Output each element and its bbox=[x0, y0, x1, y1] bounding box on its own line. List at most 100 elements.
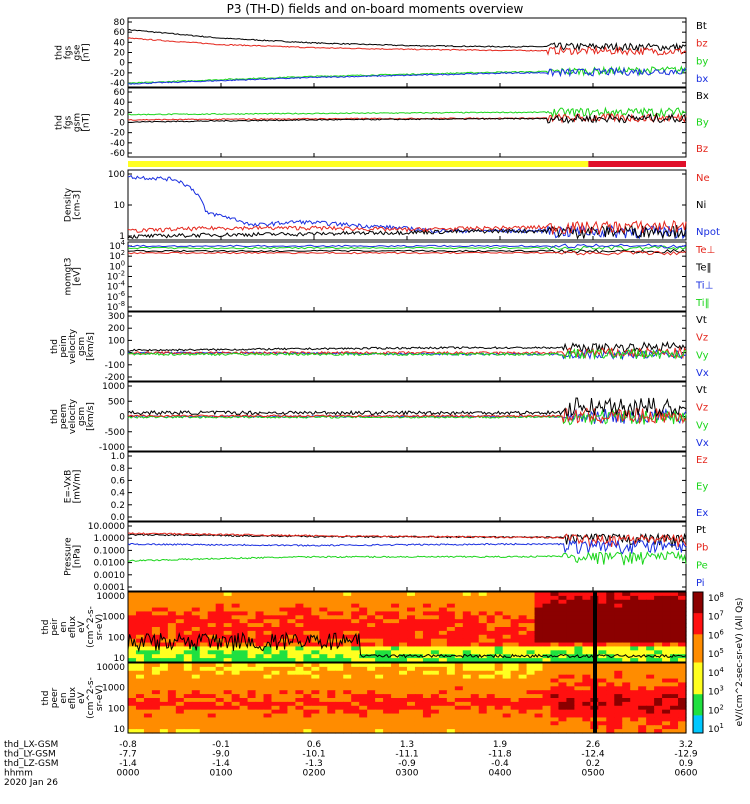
spectrogram-cell bbox=[263, 682, 273, 687]
colorbar-cell bbox=[693, 701, 703, 706]
spectrogram-cell bbox=[646, 638, 655, 644]
spectrogram-cell bbox=[534, 627, 544, 632]
spectrogram-cell bbox=[646, 701, 655, 707]
spectrogram-cell bbox=[494, 634, 504, 640]
series-vz bbox=[127, 407, 687, 425]
spectrogram-cell bbox=[662, 666, 671, 672]
spectrogram-cell bbox=[454, 682, 464, 687]
spectrogram-cell bbox=[630, 627, 639, 632]
spectrogram-cell bbox=[215, 701, 225, 707]
spectrogram-cell bbox=[446, 713, 456, 719]
spectrogram-cell bbox=[351, 713, 360, 719]
spectrogram-cell bbox=[454, 603, 464, 609]
panel-frame bbox=[127, 451, 687, 522]
spectrogram-cell bbox=[438, 627, 448, 632]
spectrogram-cell bbox=[566, 717, 575, 722]
spectrogram-cell bbox=[518, 592, 528, 597]
spectrogram-cell bbox=[622, 623, 631, 628]
spectrogram-cell bbox=[454, 698, 464, 703]
spectrogram-cell bbox=[654, 713, 663, 719]
spectrogram-cell bbox=[199, 619, 209, 624]
spectrogram-cell bbox=[335, 698, 344, 703]
spectrogram-cell bbox=[383, 674, 392, 680]
spectrogram-cell bbox=[287, 650, 296, 655]
spectrogram-cell bbox=[375, 595, 384, 601]
spectrogram-cell bbox=[391, 615, 400, 620]
spectrogram-cell bbox=[670, 634, 679, 640]
spectrogram-cell bbox=[454, 717, 464, 722]
spectrogram-cell bbox=[526, 713, 536, 719]
spectrogram-cell bbox=[646, 698, 655, 703]
spectrogram-cell bbox=[143, 663, 153, 668]
spectrogram-cell bbox=[207, 642, 217, 648]
spectrogram-cell bbox=[678, 611, 687, 616]
spectrogram-cell bbox=[271, 642, 281, 648]
spectrogram-cell bbox=[167, 713, 177, 719]
spectrogram-cell bbox=[215, 627, 225, 632]
spectrogram-cell bbox=[646, 690, 655, 695]
spectrogram-cell bbox=[510, 615, 520, 620]
spectrogram-cell bbox=[630, 592, 639, 597]
series-by bbox=[127, 65, 687, 84]
spectrogram-cell bbox=[327, 650, 336, 655]
spectrogram-cell bbox=[654, 627, 663, 632]
spectrogram-cell bbox=[614, 623, 623, 628]
spectrogram-cell bbox=[231, 634, 241, 640]
spectrogram-cell bbox=[407, 709, 416, 715]
spectrogram-cell bbox=[542, 619, 552, 624]
spectrogram-cell bbox=[351, 694, 360, 699]
spectrogram-cell bbox=[534, 709, 544, 715]
spectrogram-cell bbox=[167, 663, 177, 668]
spectrogram-cell bbox=[446, 638, 456, 644]
spectrogram-cell bbox=[311, 663, 320, 668]
spectrogram-cell bbox=[159, 592, 169, 597]
spectrogram-cell bbox=[271, 698, 281, 703]
spectrogram-cell bbox=[614, 638, 623, 644]
spectrogram-cell bbox=[159, 690, 169, 695]
spectrogram-cell bbox=[422, 650, 432, 655]
spectrogram-cell bbox=[510, 682, 520, 687]
spectrogram-cell bbox=[534, 694, 544, 699]
spectrogram-cell bbox=[367, 619, 376, 624]
spectrogram-cell bbox=[422, 642, 432, 648]
spectrogram-cell bbox=[494, 619, 504, 624]
spectrogram-cell bbox=[303, 686, 312, 691]
spectrogram-cell bbox=[550, 642, 560, 648]
spectrogram-cell bbox=[375, 713, 384, 719]
spectrogram-cell bbox=[271, 630, 281, 636]
spectrogram-cell bbox=[207, 627, 217, 632]
spectrogram-cell bbox=[247, 619, 257, 624]
spectrogram-cell bbox=[478, 592, 488, 597]
spectrogram-cell bbox=[446, 717, 456, 722]
spectrogram-cell bbox=[407, 686, 416, 691]
spectrogram-cell bbox=[319, 646, 328, 651]
spectrogram-cell bbox=[391, 611, 400, 616]
spectrogram-cell bbox=[319, 663, 328, 668]
spectrogram-cell bbox=[494, 709, 504, 715]
spectrogram-cell bbox=[167, 717, 177, 722]
spectrogram-cell bbox=[510, 701, 520, 707]
spectrogram-cell bbox=[375, 705, 384, 711]
spectrogram-cell bbox=[359, 603, 368, 609]
spectrogram-cell bbox=[566, 599, 575, 605]
spectrogram-cell bbox=[247, 627, 257, 632]
spectrogram-cell bbox=[359, 698, 368, 703]
spectrogram-cell bbox=[430, 670, 440, 676]
spectrogram-cell bbox=[311, 654, 320, 659]
spectrogram-cell bbox=[295, 634, 304, 640]
spectrogram-cell bbox=[582, 694, 591, 699]
spectrogram-cell bbox=[478, 666, 488, 672]
spectrogram-cell bbox=[646, 709, 655, 715]
spectrogram-cell bbox=[191, 663, 201, 668]
spectrogram-cell bbox=[143, 603, 153, 609]
spectrogram-cell bbox=[135, 674, 145, 680]
spectrogram-cell bbox=[486, 698, 496, 703]
spectrogram-cell bbox=[422, 611, 432, 616]
spectrogram-cell bbox=[255, 658, 265, 663]
spectrogram-cell bbox=[574, 650, 583, 655]
spectrogram-cell bbox=[582, 646, 591, 651]
spectrogram-cell bbox=[606, 729, 615, 734]
spectrogram-cell bbox=[558, 674, 568, 680]
spectrogram-cell bbox=[478, 729, 488, 734]
spectrogram-cell bbox=[279, 615, 289, 620]
